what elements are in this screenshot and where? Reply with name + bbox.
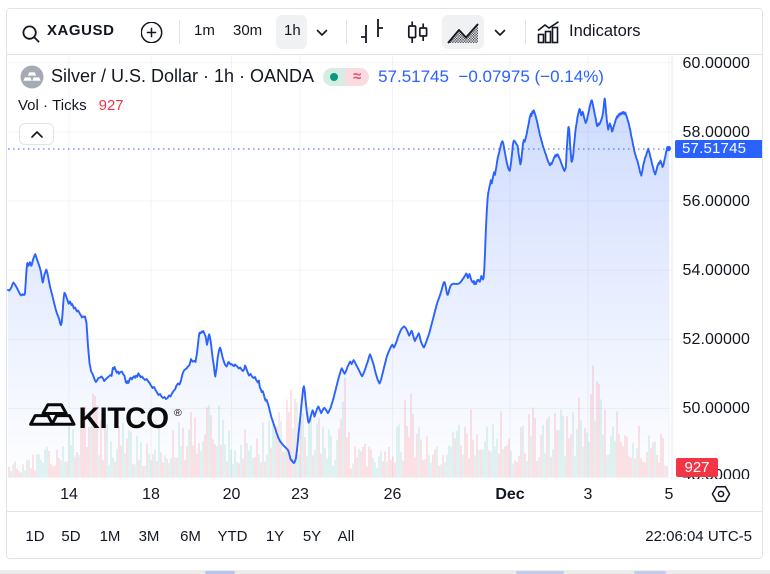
svg-text:®: ® xyxy=(174,407,182,419)
svg-text:KITCO: KITCO xyxy=(79,402,169,435)
